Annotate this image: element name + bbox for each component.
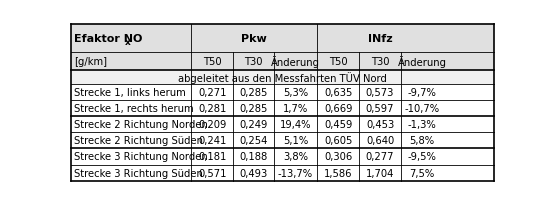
- Text: 0,635: 0,635: [324, 88, 353, 97]
- Text: Strecke 1, rechts herum: Strecke 1, rechts herum: [74, 103, 194, 113]
- Text: -1,3%: -1,3%: [408, 120, 436, 130]
- Text: 1,586: 1,586: [324, 168, 353, 178]
- Text: 0,306: 0,306: [324, 152, 352, 162]
- Text: T50: T50: [203, 57, 222, 66]
- Text: T50: T50: [329, 57, 348, 66]
- Text: Strecke 3 Richtung Norden: Strecke 3 Richtung Norden: [74, 152, 208, 162]
- Text: 0,271: 0,271: [198, 88, 226, 97]
- Text: 0,640: 0,640: [366, 136, 394, 146]
- Bar: [71, 25, 494, 70]
- Text: 0,571: 0,571: [198, 168, 226, 178]
- Text: 1,7%: 1,7%: [283, 103, 308, 113]
- Text: 0,181: 0,181: [198, 152, 226, 162]
- Text: 0,277: 0,277: [366, 152, 395, 162]
- Text: 0,241: 0,241: [198, 136, 226, 146]
- Text: T30: T30: [244, 57, 263, 66]
- Text: 0,573: 0,573: [366, 88, 394, 97]
- Text: 0,597: 0,597: [366, 103, 395, 113]
- Text: Strecke 2 Richtung Norden: Strecke 2 Richtung Norden: [74, 120, 208, 130]
- Text: Strecke 2 Richtung Süden: Strecke 2 Richtung Süden: [74, 136, 203, 146]
- Text: T30: T30: [371, 57, 390, 66]
- Text: 5,8%: 5,8%: [409, 136, 434, 146]
- Text: 0,493: 0,493: [239, 168, 268, 178]
- Text: 0,209: 0,209: [198, 120, 226, 130]
- Text: 3,8%: 3,8%: [283, 152, 308, 162]
- Text: -10,7%: -10,7%: [404, 103, 440, 113]
- Text: Efaktor NO: Efaktor NO: [74, 34, 143, 44]
- Text: Pkw: Pkw: [241, 34, 267, 44]
- Text: Strecke 1, links herum: Strecke 1, links herum: [74, 88, 186, 97]
- Text: 0,188: 0,188: [239, 152, 268, 162]
- Text: 7,5%: 7,5%: [409, 168, 435, 178]
- Text: 5,3%: 5,3%: [283, 88, 308, 97]
- Text: [g/km]: [g/km]: [74, 57, 107, 66]
- Text: -9,7%: -9,7%: [407, 88, 436, 97]
- Text: Änderung: Änderung: [397, 55, 446, 67]
- Text: 0,669: 0,669: [324, 103, 353, 113]
- Text: Änderung: Änderung: [271, 55, 320, 67]
- Text: x: x: [125, 38, 131, 47]
- Text: 0,281: 0,281: [198, 103, 226, 113]
- Text: INfz: INfz: [368, 34, 392, 44]
- Bar: [71, 70, 494, 84]
- Text: 0,285: 0,285: [239, 103, 268, 113]
- Text: 19,4%: 19,4%: [280, 120, 311, 130]
- Text: 0,249: 0,249: [239, 120, 268, 130]
- Text: 0,254: 0,254: [239, 136, 268, 146]
- Text: 1,704: 1,704: [366, 168, 394, 178]
- Text: 0,453: 0,453: [366, 120, 394, 130]
- Text: 0,605: 0,605: [324, 136, 353, 146]
- Text: abgeleitet aus den Messfahrten TÜV Nord: abgeleitet aus den Messfahrten TÜV Nord: [178, 71, 387, 83]
- Text: 5,1%: 5,1%: [283, 136, 308, 146]
- Text: -13,7%: -13,7%: [278, 168, 313, 178]
- Text: Strecke 3 Richtung Süden: Strecke 3 Richtung Süden: [74, 168, 203, 178]
- Text: -9,5%: -9,5%: [407, 152, 436, 162]
- Text: 0,459: 0,459: [324, 120, 353, 130]
- Text: 0,285: 0,285: [239, 88, 268, 97]
